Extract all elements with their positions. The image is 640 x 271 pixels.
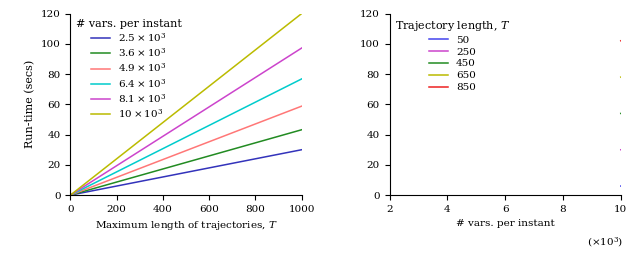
$10 \times 10^3$ [212,79,220,83]
$2.5 \times 10^3$ [298,148,305,151]
$4.9 \times 10^3$ [67,193,74,197]
Line: $8.1 \times 10^3$: $8.1 \times 10^3$ [70,48,301,195]
$6.4 \times 10^3$ [298,77,305,80]
$8.1 \times 10^3$ [212,101,220,104]
$6.4 \times 10^3$ [234,109,241,113]
$8.1 \times 10^3$ [158,135,166,138]
Legend: 50, 250, 450, 650, 850: 50, 250, 450, 650, 850 [393,17,512,94]
50 [617,184,625,188]
$2.5 \times 10^3$ [235,160,243,164]
$10 \times 10^3$ [67,193,74,197]
$3.6 \times 10^3$ [142,172,150,175]
$3.6 \times 10^3$ [234,146,241,150]
Line: 250: 250 [621,0,640,150]
$6.4 \times 10^3$ [212,120,220,124]
$4.9 \times 10^3$ [142,164,150,168]
250 [617,148,625,151]
Line: $2.5 \times 10^3$: $2.5 \times 10^3$ [70,150,301,195]
$2.5 \times 10^3$ [94,188,102,191]
$10 \times 10^3$ [94,172,102,175]
$3.6 \times 10^3$ [235,146,243,149]
$4.9 \times 10^3$ [234,129,241,133]
Y-axis label: Run-time (secs): Run-time (secs) [25,60,35,149]
$8.1 \times 10^3$ [94,176,102,179]
$4.9 \times 10^3$ [298,105,305,108]
$6.4 \times 10^3$ [158,147,166,151]
$3.6 \times 10^3$ [158,167,166,171]
$8.1 \times 10^3$ [67,193,74,197]
$4.9 \times 10^3$ [212,137,220,141]
$10 \times 10^3$ [142,134,150,138]
$6.4 \times 10^3$ [142,156,150,159]
Line: $3.6 \times 10^3$: $3.6 \times 10^3$ [70,130,301,195]
$10 \times 10^3$ [234,62,241,66]
$2.5 \times 10^3$ [234,161,241,164]
$3.6 \times 10^3$ [94,186,102,189]
$2.5 \times 10^3$ [158,176,166,179]
X-axis label: # vars. per instant: # vars. per instant [456,220,554,228]
Line: $10 \times 10^3$: $10 \times 10^3$ [70,14,301,195]
$3.6 \times 10^3$ [212,152,220,156]
Line: 650: 650 [621,0,640,77]
$2.5 \times 10^3$ [212,165,220,168]
$8.1 \times 10^3$ [142,146,150,149]
Line: 850: 850 [621,0,640,41]
$8.1 \times 10^3$ [235,87,243,90]
$4.9 \times 10^3$ [158,158,166,162]
$4.9 \times 10^3$ [235,129,243,132]
$2.5 \times 10^3$ [67,193,74,197]
$8.1 \times 10^3$ [298,46,305,50]
Text: $(\times 10^3)$: $(\times 10^3)$ [587,235,623,249]
$10 \times 10^3$ [158,122,166,125]
850 [617,39,625,42]
Line: 50: 50 [621,0,640,186]
$10 \times 10^3$ [298,12,305,15]
Line: $4.9 \times 10^3$: $4.9 \times 10^3$ [70,106,301,195]
450 [617,112,625,115]
$8.1 \times 10^3$ [234,87,241,91]
$4.9 \times 10^3$ [94,183,102,186]
Legend: $2.5 \times 10^3$, $3.6 \times 10^3$, $4.9 \times 10^3$, $6.4 \times 10^3$, $8.1: $2.5 \times 10^3$, $3.6 \times 10^3$, $4… [74,17,184,122]
$3.6 \times 10^3$ [298,128,305,131]
Line: $6.4 \times 10^3$: $6.4 \times 10^3$ [70,79,301,195]
X-axis label: Maximum length of trajectories, $T$: Maximum length of trajectories, $T$ [95,220,277,233]
$6.4 \times 10^3$ [67,193,74,197]
$6.4 \times 10^3$ [94,179,102,183]
Line: 450: 450 [621,0,640,113]
$2.5 \times 10^3$ [142,179,150,182]
$3.6 \times 10^3$ [67,193,74,197]
$6.4 \times 10^3$ [235,109,243,112]
650 [617,75,625,79]
$10 \times 10^3$ [235,62,243,65]
